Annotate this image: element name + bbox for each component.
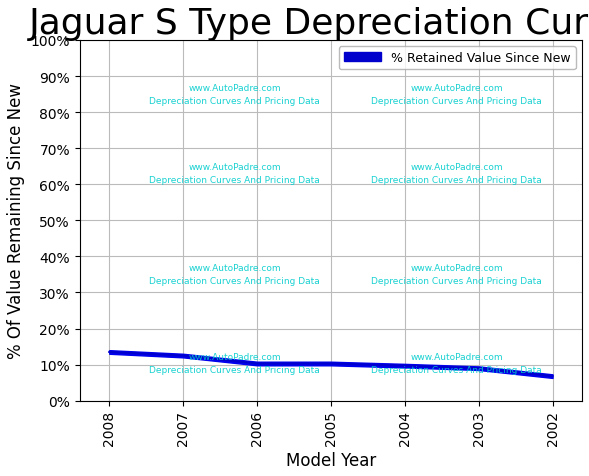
Text: www.AutoPadre.com: www.AutoPadre.com — [188, 352, 281, 361]
Text: www.AutoPadre.com: www.AutoPadre.com — [410, 264, 503, 273]
Text: Depreciation Curves And Pricing Data: Depreciation Curves And Pricing Data — [371, 365, 542, 374]
Text: Depreciation Curves And Pricing Data: Depreciation Curves And Pricing Data — [150, 277, 320, 286]
Text: Depreciation Curves And Pricing Data: Depreciation Curves And Pricing Data — [371, 176, 542, 185]
Text: Depreciation Curves And Pricing Data: Depreciation Curves And Pricing Data — [371, 277, 542, 286]
Text: www.AutoPadre.com: www.AutoPadre.com — [188, 84, 281, 93]
Text: Depreciation Curves And Pricing Data: Depreciation Curves And Pricing Data — [371, 97, 542, 106]
Text: Depreciation Curves And Pricing Data: Depreciation Curves And Pricing Data — [150, 97, 320, 106]
Text: Depreciation Curves And Pricing Data: Depreciation Curves And Pricing Data — [150, 365, 320, 374]
X-axis label: Model Year: Model Year — [286, 451, 376, 469]
Text: www.AutoPadre.com: www.AutoPadre.com — [188, 264, 281, 273]
Text: www.AutoPadre.com: www.AutoPadre.com — [410, 352, 503, 361]
Y-axis label: % Of Value Remaining Since New: % Of Value Remaining Since New — [7, 83, 25, 358]
Legend: % Retained Value Since New: % Retained Value Since New — [339, 47, 576, 70]
Title: Jaguar S Type Depreciation Curve: Jaguar S Type Depreciation Curve — [29, 7, 589, 41]
Text: www.AutoPadre.com: www.AutoPadre.com — [410, 163, 503, 172]
Text: Depreciation Curves And Pricing Data: Depreciation Curves And Pricing Data — [150, 176, 320, 185]
Text: www.AutoPadre.com: www.AutoPadre.com — [410, 84, 503, 93]
Text: www.AutoPadre.com: www.AutoPadre.com — [188, 163, 281, 172]
